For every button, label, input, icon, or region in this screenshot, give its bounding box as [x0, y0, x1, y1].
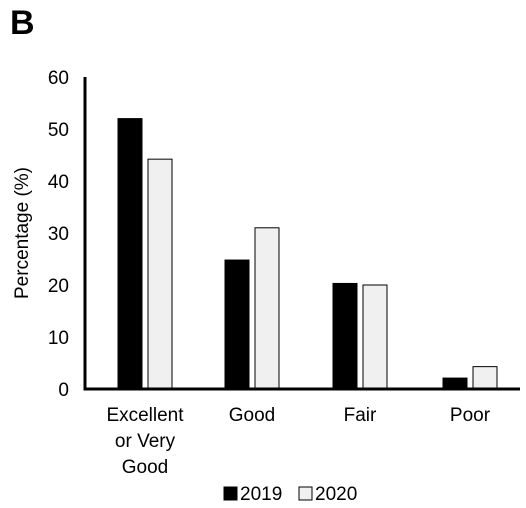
legend-label-2019: 2019 — [240, 484, 282, 505]
bar-2019-1 — [224, 259, 250, 390]
y-tick-label-20: 20 — [48, 276, 69, 297]
y-axis-title: Percentage (%) — [12, 167, 33, 299]
x-category-labels: Excellent or Very Good Good Fair Poor — [106, 405, 490, 478]
x-category-line: Good — [229, 405, 275, 426]
bar-2019-0 — [117, 118, 143, 390]
y-tick-labels: 0 10 20 30 40 50 60 — [48, 68, 69, 401]
axes-group — [83, 77, 520, 391]
y-axis-title-text: Percentage (%) — [12, 167, 33, 299]
x-category-line: or Very — [115, 431, 176, 452]
x-category-line: Poor — [450, 405, 491, 426]
y-tick-label-50: 50 — [48, 120, 69, 141]
bar-2019-2 — [332, 282, 358, 390]
x-category-line: Good — [122, 457, 168, 478]
bar-2020-0 — [147, 158, 173, 390]
x-category-label-1: Good — [229, 405, 275, 426]
x-category-label-0: Excellent or Very Good — [106, 405, 184, 478]
bar-2019-3 — [442, 377, 468, 390]
x-category-label-3: Poor — [450, 405, 491, 426]
y-tick-label-30: 30 — [48, 224, 69, 245]
y-tick-label-10: 10 — [48, 328, 69, 349]
bar-2020-2 — [362, 284, 388, 390]
legend-swatch-2020 — [298, 486, 313, 501]
bars-group — [117, 118, 498, 390]
y-tick-label-0: 0 — [58, 380, 69, 401]
y-tick-label-60: 60 — [48, 68, 69, 89]
panel-label: B — [10, 4, 35, 42]
x-category-line: Excellent — [106, 405, 184, 426]
legend-label-2020: 2020 — [315, 484, 357, 505]
bar-2020-1 — [254, 227, 280, 390]
bar-2020-3 — [472, 366, 498, 390]
legend: 2019 2020 — [223, 484, 357, 505]
y-tick-label-40: 40 — [48, 172, 69, 193]
x-category-label-2: Fair — [344, 405, 377, 426]
x-category-line: Fair — [344, 405, 377, 426]
legend-swatch-2019 — [223, 486, 238, 501]
